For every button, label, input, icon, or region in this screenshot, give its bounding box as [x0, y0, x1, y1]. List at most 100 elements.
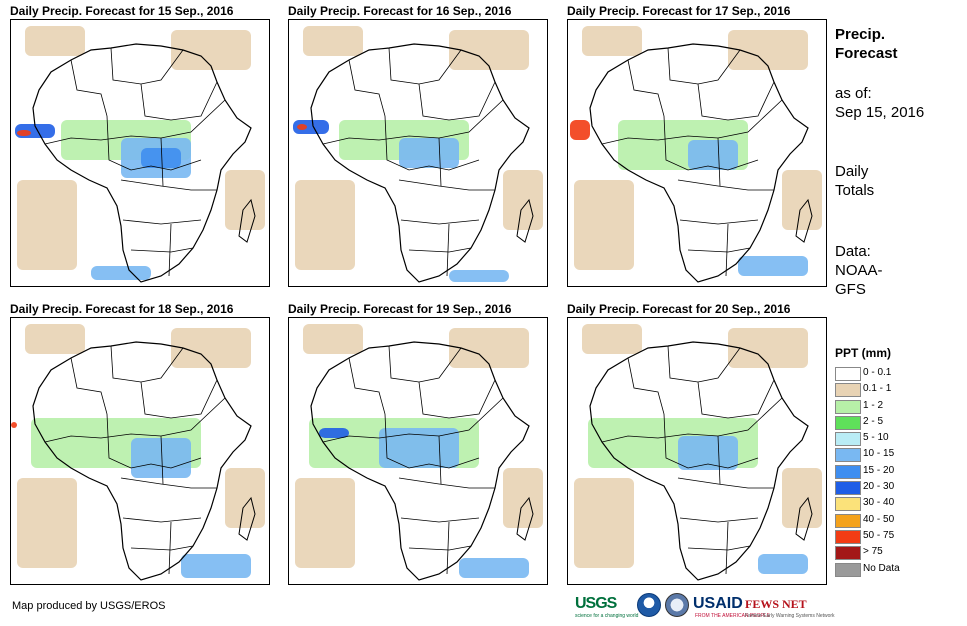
- side-totals: Daily Totals: [835, 162, 874, 200]
- precip-area: [782, 468, 822, 528]
- legend-swatch: [835, 383, 861, 398]
- legend-label: 10 - 15: [863, 448, 895, 460]
- africa-map: [567, 19, 827, 287]
- legend-swatch: [835, 432, 861, 447]
- country-border: [160, 435, 164, 485]
- precip-area: [25, 26, 85, 56]
- precip-area: [131, 438, 191, 478]
- precip-area: [225, 468, 265, 528]
- precip-area: [582, 26, 642, 56]
- precip-area: [91, 266, 151, 280]
- legend-title: PPT (mm): [835, 346, 892, 360]
- panel-title: Daily Precip. Forecast for 16 Sep., 2016: [288, 4, 512, 18]
- side-asof: as of: Sep 15, 2016: [835, 84, 924, 122]
- country-border: [725, 223, 729, 277]
- precip-area: [17, 478, 77, 568]
- data-line-1: Data:: [835, 243, 871, 260]
- madagascar-outline: [516, 198, 534, 243]
- country-border: [44, 397, 226, 443]
- asof-date: Sep 15, 2016: [835, 104, 925, 121]
- precip-area: [171, 30, 251, 70]
- precip-area: [319, 428, 349, 438]
- usgs-logo: USGS: [575, 595, 617, 612]
- legend-label: 30 - 40: [863, 497, 895, 509]
- country-border: [697, 81, 775, 121]
- country-border: [418, 379, 496, 419]
- africa-map: [10, 19, 270, 287]
- usaid-tagline: FROM THE AMERICAN PEOPLE: [695, 613, 770, 619]
- legend-swatch: [835, 562, 861, 577]
- country-border: [160, 137, 164, 187]
- country-border: [140, 379, 218, 419]
- country-border: [446, 223, 450, 277]
- coastline: [310, 341, 530, 581]
- coastline: [32, 341, 252, 581]
- precip-area: [782, 170, 822, 230]
- country-border: [384, 115, 480, 171]
- country-border: [168, 521, 172, 575]
- panel-title: Daily Precip. Forecast for 17 Sep., 2016: [567, 4, 791, 18]
- country-border: [122, 517, 202, 523]
- usgs-tagline: science for a changing world: [575, 613, 639, 619]
- country-border: [408, 247, 472, 253]
- country-border: [725, 521, 729, 575]
- country-border: [168, 223, 172, 277]
- country-border: [398, 477, 495, 489]
- precip-area: [293, 120, 329, 134]
- legend-label: 50 - 75: [863, 529, 895, 541]
- country-border: [627, 357, 665, 415]
- country-border: [348, 357, 386, 415]
- precip-area: [17, 130, 31, 136]
- coastline: [589, 341, 809, 581]
- precip-area: [449, 328, 529, 368]
- country-border: [438, 137, 442, 187]
- fewsnet-tagline: Famine Early Warning Systems Network: [745, 613, 835, 619]
- legend-label: No Data: [863, 562, 900, 574]
- doi-seal-icon: [665, 593, 689, 617]
- country-border: [130, 247, 194, 253]
- map-credit: Map produced by USGS/EROS: [12, 600, 166, 612]
- precip-area: [17, 180, 77, 270]
- precip-area: [295, 180, 355, 270]
- precip-area: [574, 180, 634, 270]
- precip-area: [758, 554, 808, 574]
- precip-area: [399, 138, 459, 168]
- precip-area: [728, 30, 808, 70]
- africa-map: [567, 317, 827, 585]
- country-border: [400, 219, 480, 225]
- country-border: [717, 137, 721, 187]
- madagascar-outline: [795, 496, 813, 541]
- country-border: [398, 179, 495, 191]
- country-border: [677, 179, 774, 191]
- precip-area: [728, 328, 808, 368]
- precip-area: [25, 324, 85, 354]
- country-border: [677, 477, 774, 489]
- country-border: [322, 99, 504, 145]
- country-border: [446, 521, 450, 575]
- panel-title: Daily Precip. Forecast for 18 Sep., 2016: [10, 302, 234, 316]
- precip-area: [738, 256, 808, 276]
- country-border: [120, 179, 217, 191]
- legend-swatch: [835, 481, 861, 496]
- africa-map: [10, 317, 270, 585]
- heading-line-2: Forecast: [835, 45, 898, 62]
- legend-label: 0.1 - 1: [863, 383, 892, 395]
- madagascar-outline: [238, 198, 256, 243]
- legend-swatch: [835, 415, 861, 430]
- precip-area: [678, 436, 738, 470]
- country-border: [679, 219, 759, 225]
- country-border: [140, 81, 218, 121]
- legend-label: 5 - 10: [863, 432, 889, 444]
- country-border: [687, 545, 751, 551]
- precip-area: [688, 140, 738, 170]
- panel-title: Daily Precip. Forecast for 19 Sep., 2016: [288, 302, 512, 316]
- precip-area: [297, 124, 307, 130]
- legend-label: 0 - 0.1: [863, 367, 892, 378]
- country-border: [408, 545, 472, 551]
- precip-area: [295, 478, 355, 568]
- legend-label: 2 - 5: [863, 415, 884, 427]
- legend-label: 15 - 20: [863, 464, 895, 476]
- country-border: [697, 379, 775, 419]
- coastline: [589, 43, 809, 283]
- precip-area: [141, 148, 181, 168]
